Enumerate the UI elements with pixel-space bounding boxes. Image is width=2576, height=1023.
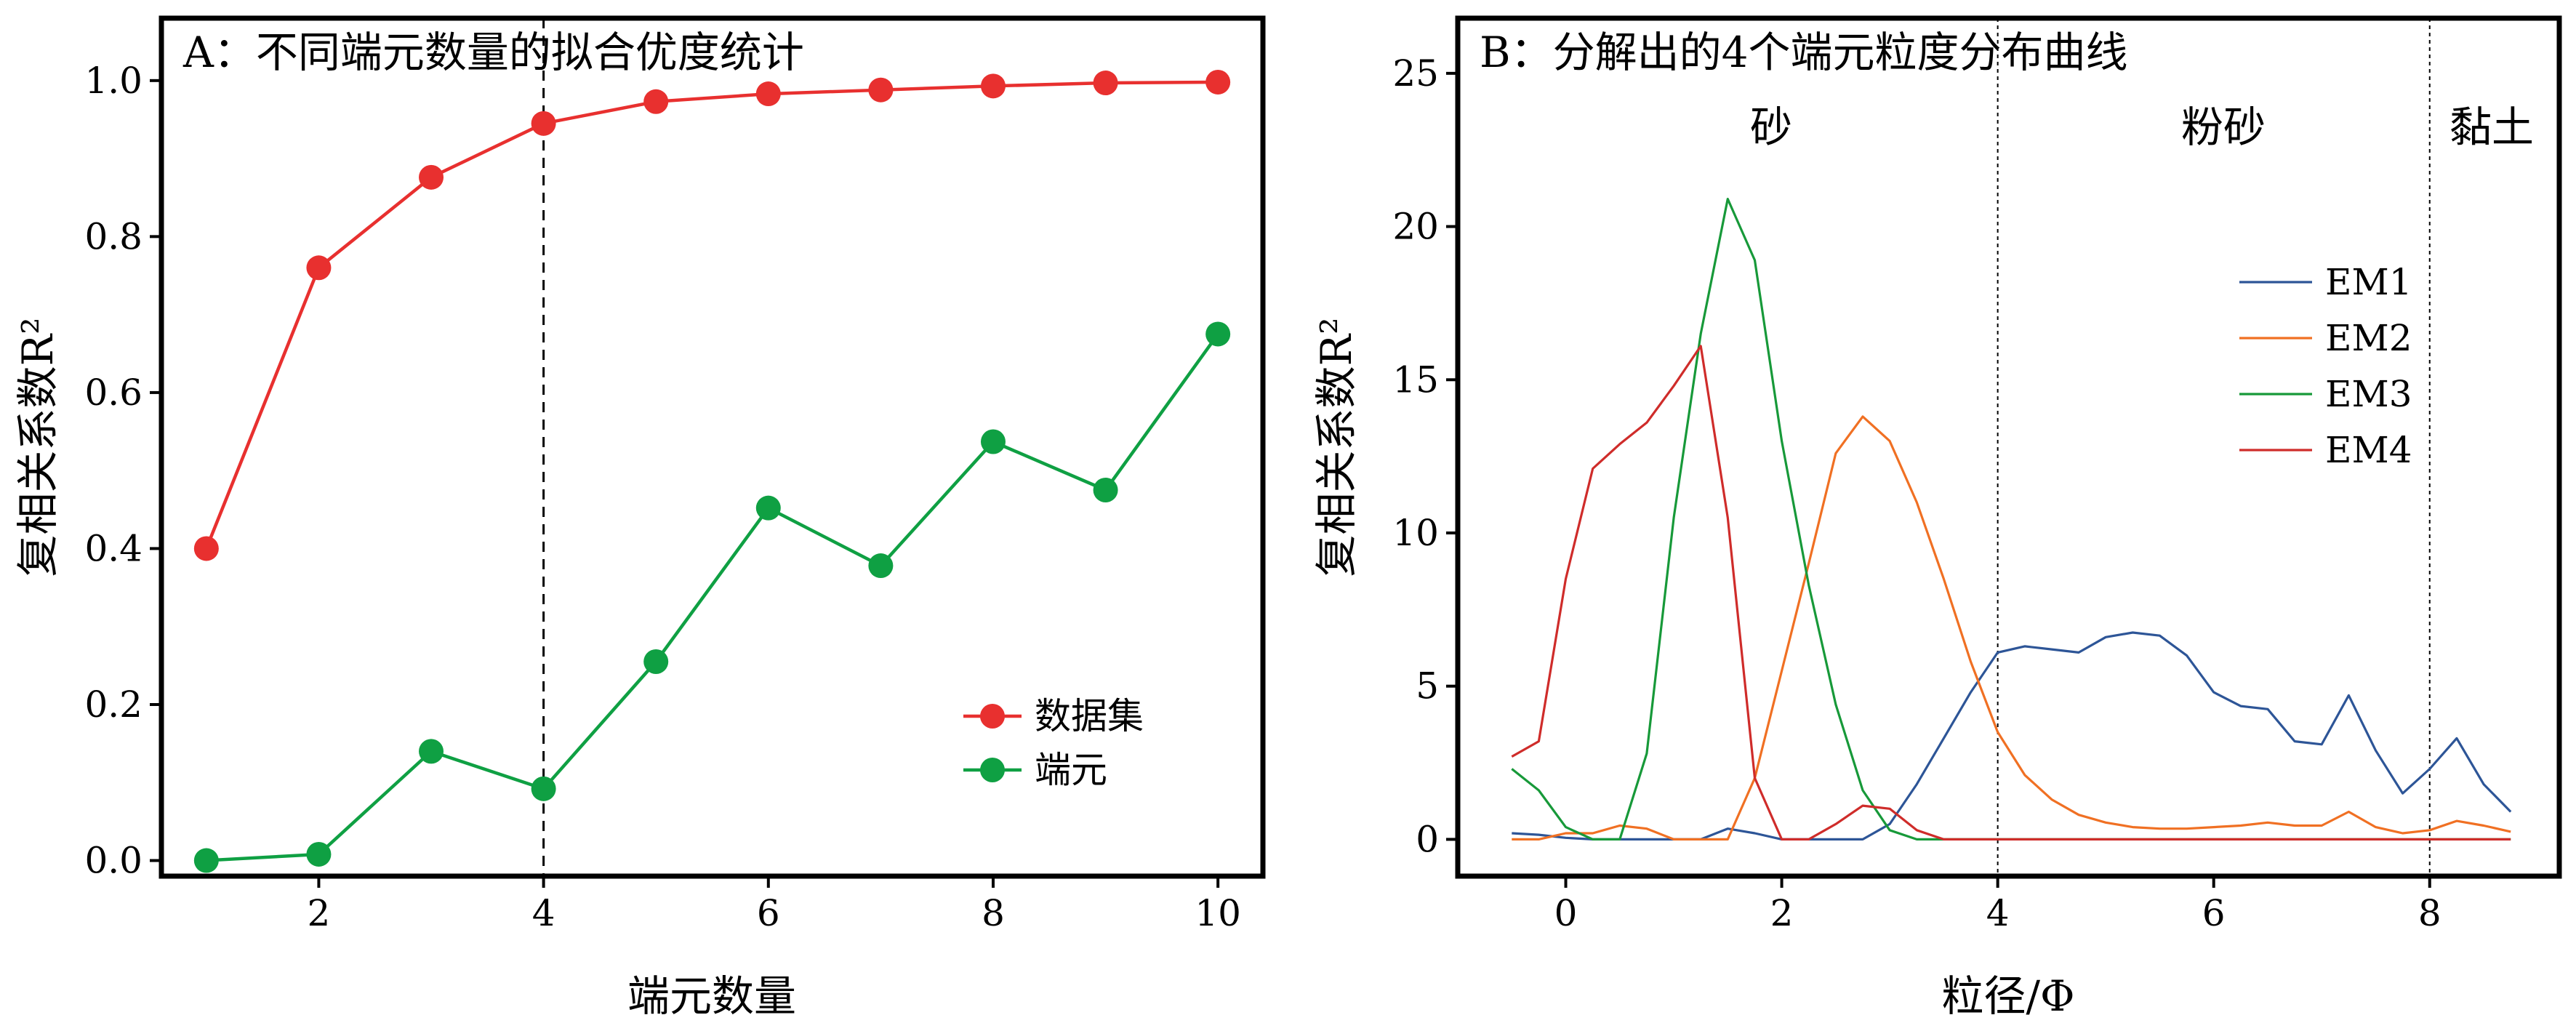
panel-b: 0 2 4 6 8 0 5 10 15 20 25 B：分解出的4个端元粒度分布曲线 砂 粉砂 黏土…	[1312, 15, 2562, 1021]
panel-b-plot-area: 0 2 4 6 8 0 5 10 15 20 25	[1392, 18, 2512, 934]
panel-b-series-line-1	[1512, 631, 2512, 841]
panel-a-y-tick-label: 0.8	[84, 215, 143, 257]
panel-a-series-2-point	[419, 739, 444, 764]
panel-a-y-tick-label: 0.6	[84, 372, 143, 414]
panel-a-series-1-point	[868, 77, 894, 103]
panel-a-series-2-point	[193, 848, 219, 873]
panel-b-frame	[1455, 15, 2562, 879]
panel-a-series-1-point	[1093, 71, 1118, 96]
panel-b-x-tick-label: 0	[1554, 892, 1578, 934]
panel-b-series-line-2	[1512, 415, 2511, 841]
panel-a-title: A：不同端元数量的拟合优度统计	[182, 28, 804, 77]
panel-a-series-1-point	[306, 255, 332, 281]
panel-a-series-1-point	[1205, 69, 1231, 95]
panel-a-legend-label-2: 端元	[1035, 749, 1107, 791]
panel-a-series-line-2	[206, 333, 1220, 862]
panel-a-series-2-point	[868, 553, 894, 579]
panel-b-legend-label-2: EM2	[2325, 317, 2412, 359]
panel-b-series-line-4	[1511, 345, 2511, 841]
panel-b-legend-label-4: EM4	[2325, 429, 2412, 471]
panel-a-y-tick-label: 0.4	[84, 527, 143, 569]
panel-a-series-2-point	[980, 429, 1006, 454]
panel-b-x-tick-label: 2	[1770, 892, 1794, 934]
panel-a-series-2-point	[755, 495, 781, 521]
panel-a-legend-marker-2	[980, 758, 1005, 782]
panel-a-series-2-point	[643, 649, 669, 674]
panel-a-x-tick-label: 6	[757, 892, 780, 934]
region-label-clay: 黏土	[2449, 103, 2534, 152]
panel-b-y-tick-label: 20	[1392, 206, 1439, 248]
panel-a-legend-label-1: 数据集	[1035, 695, 1144, 737]
region-label-sand: 砂	[1750, 103, 1792, 152]
panel-b-y-tick-label: 10	[1392, 512, 1439, 554]
panel-a-series-1-point	[755, 81, 781, 107]
panel-a-y-tick-label: 0.0	[84, 840, 143, 882]
panel-b-x-tick-label: 6	[2202, 892, 2226, 934]
panel-b-x-tick-label: 4	[1986, 892, 2010, 934]
panel-a-frame	[159, 15, 1266, 879]
panel-a-series-2-point	[1205, 321, 1231, 347]
panel-a-series-2-point	[306, 841, 332, 867]
panel-a-x-axis-label: 端元数量	[627, 971, 796, 1021]
panel-a-plot-area: 2 4 6 8 10 0.0 0.2 0.4 0.6 0.8 1.0	[84, 18, 1241, 934]
panel-b-y-tick-label: 25	[1392, 52, 1439, 95]
panel-a-series-1-point	[643, 89, 669, 114]
panel-b-title: B：分解出的4个端元粒度分布曲线	[1480, 28, 2128, 77]
panel-b-x-axis-label: 粒径/Φ	[1941, 971, 2074, 1021]
panel-a-x-tick-label: 4	[532, 892, 555, 934]
panel-b-y-tick-label: 15	[1392, 358, 1439, 401]
panel-b-legend-label-1: EM1	[2325, 261, 2412, 303]
panel-a-series-2-point	[531, 776, 556, 801]
panel-a-series-2-point	[1093, 478, 1118, 502]
panel-a-x-tick-label: 10	[1195, 892, 1241, 934]
panel-a-series-1-point	[193, 536, 219, 561]
panel-a-x-tick-label: 2	[308, 892, 331, 934]
panel-b-y-tick-label: 0	[1416, 818, 1439, 860]
panel-b-y-tick-label: 5	[1416, 665, 1439, 707]
panel-a: 2 4 6 8 10 0.0 0.2 0.4 0.6 0.8 1.0 A：不同端元数量的拟合优度统计…	[13, 15, 1266, 1021]
panel-a-series-1-point	[531, 111, 556, 136]
panel-a-y-axis-label: 复相关系数R²	[13, 318, 63, 577]
panel-b-y-axis-label: 复相关系数R²	[1312, 318, 1361, 577]
panel-a-series-1-point	[980, 73, 1006, 99]
panel-a-y-tick-label: 0.2	[84, 683, 143, 726]
region-label-silt: 粉砂	[2181, 103, 2266, 152]
panel-b-legend: EM1 EM2 EM3 EM4	[2239, 261, 2412, 471]
panel-a-y-tick-label: 1.0	[84, 60, 143, 102]
panel-a-series-1-point	[419, 164, 444, 190]
panel-a-x-tick-label: 8	[982, 892, 1005, 934]
panel-b-legend-label-3: EM3	[2325, 373, 2412, 415]
panel-a-series-line-1	[204, 80, 1219, 550]
panel-a-legend-marker-1	[980, 704, 1005, 729]
panel-b-x-tick-label: 8	[2418, 892, 2441, 934]
